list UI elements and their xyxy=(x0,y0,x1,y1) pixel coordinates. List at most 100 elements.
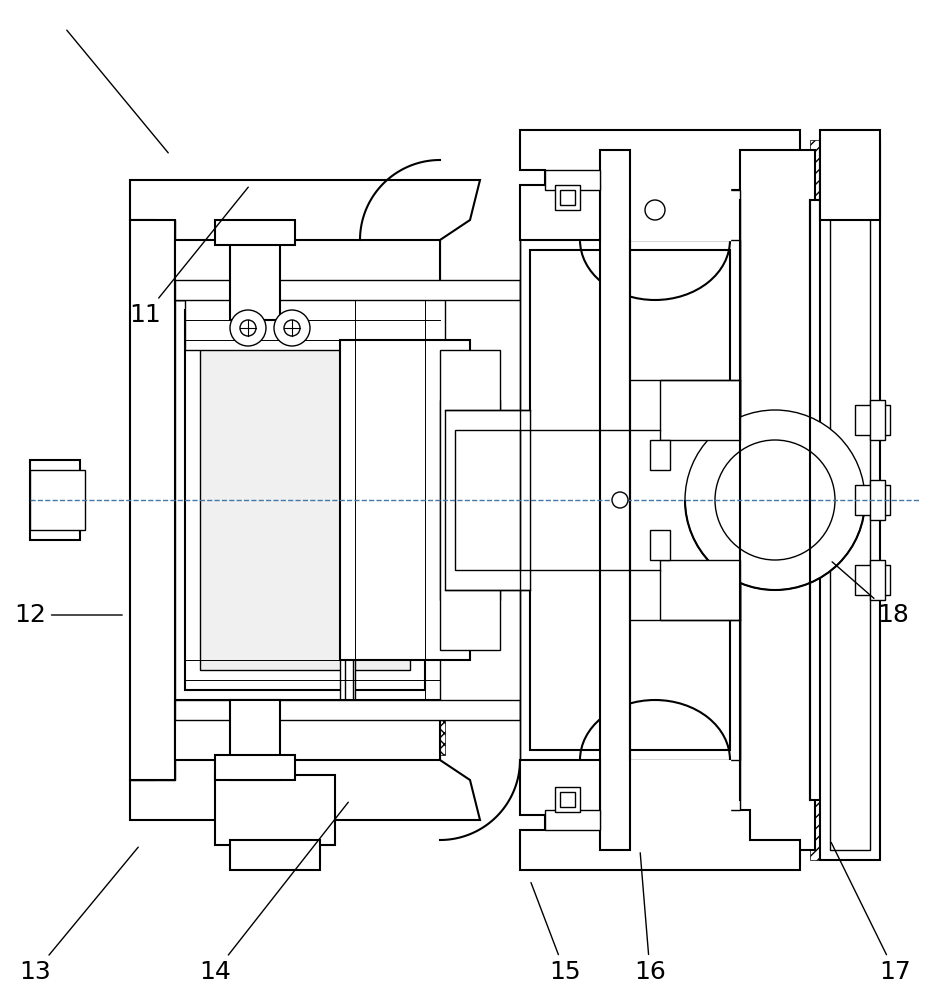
Text: 14: 14 xyxy=(199,802,348,984)
Text: 12: 12 xyxy=(14,603,123,627)
Bar xyxy=(600,150,630,850)
Bar xyxy=(175,700,520,720)
Text: 11: 11 xyxy=(129,187,248,327)
Bar xyxy=(810,790,830,860)
Bar xyxy=(870,560,885,600)
Bar xyxy=(175,280,520,300)
Bar xyxy=(30,460,80,540)
Polygon shape xyxy=(820,130,880,220)
Bar xyxy=(175,240,440,280)
Bar xyxy=(580,200,730,250)
Bar xyxy=(175,700,440,760)
Bar xyxy=(520,760,600,815)
Bar xyxy=(580,750,730,800)
Bar xyxy=(175,720,440,760)
Bar xyxy=(545,170,600,190)
Bar xyxy=(230,845,320,870)
Bar xyxy=(455,430,520,570)
Bar xyxy=(215,775,335,845)
Circle shape xyxy=(715,440,835,560)
Bar xyxy=(185,310,425,690)
Bar xyxy=(740,150,815,850)
Bar xyxy=(30,470,85,530)
Bar xyxy=(855,405,890,435)
Polygon shape xyxy=(520,130,800,240)
Bar xyxy=(545,810,600,830)
Bar xyxy=(340,340,470,660)
Bar xyxy=(660,380,740,420)
Polygon shape xyxy=(130,760,175,780)
Bar xyxy=(560,792,575,807)
Bar xyxy=(650,440,670,470)
Bar xyxy=(215,220,295,245)
Bar xyxy=(740,810,815,850)
Bar xyxy=(520,130,800,170)
Bar xyxy=(215,755,295,780)
Circle shape xyxy=(274,310,310,346)
Bar xyxy=(320,295,445,350)
Bar xyxy=(530,250,730,750)
Circle shape xyxy=(685,410,865,590)
Bar xyxy=(520,185,600,230)
Bar xyxy=(130,180,155,220)
Bar xyxy=(185,700,445,755)
Bar xyxy=(230,840,320,870)
Bar xyxy=(740,160,815,200)
Bar xyxy=(130,220,175,780)
Polygon shape xyxy=(130,220,175,240)
Circle shape xyxy=(612,492,628,508)
Bar xyxy=(660,560,740,620)
Bar xyxy=(855,565,890,595)
Bar xyxy=(650,530,670,560)
Text: 17: 17 xyxy=(831,842,911,984)
Bar xyxy=(810,200,830,800)
Bar xyxy=(520,770,600,815)
Circle shape xyxy=(230,310,266,346)
Text: 18: 18 xyxy=(832,562,909,627)
Bar xyxy=(215,220,295,245)
Bar xyxy=(560,190,575,205)
Bar xyxy=(870,400,885,440)
Bar xyxy=(600,140,630,190)
Bar xyxy=(175,300,440,700)
Bar xyxy=(175,240,440,300)
Polygon shape xyxy=(130,180,480,300)
Text: 13: 13 xyxy=(19,847,138,984)
Bar xyxy=(520,190,740,810)
Bar xyxy=(855,485,890,515)
Bar xyxy=(555,185,580,210)
Bar xyxy=(830,150,870,850)
Bar xyxy=(130,740,175,780)
Bar xyxy=(870,480,885,520)
Bar xyxy=(520,185,600,240)
Bar xyxy=(660,380,740,440)
Bar xyxy=(130,220,175,260)
Bar xyxy=(440,400,500,600)
Bar xyxy=(230,700,280,780)
Bar xyxy=(600,810,630,860)
Bar xyxy=(185,295,265,350)
Bar xyxy=(545,170,600,190)
Text: 16: 16 xyxy=(634,853,666,984)
Bar xyxy=(185,295,445,350)
Bar xyxy=(810,140,830,210)
Text: 15: 15 xyxy=(531,883,581,984)
Bar xyxy=(555,787,580,812)
Circle shape xyxy=(284,320,300,336)
Bar xyxy=(545,810,600,830)
Polygon shape xyxy=(130,700,480,820)
Bar xyxy=(600,240,740,760)
Bar xyxy=(520,830,800,870)
Polygon shape xyxy=(520,760,800,870)
Bar xyxy=(660,580,740,620)
Bar xyxy=(345,295,353,705)
Circle shape xyxy=(645,200,665,220)
Bar xyxy=(340,300,355,700)
Circle shape xyxy=(240,320,256,336)
Bar xyxy=(820,140,880,860)
Bar xyxy=(200,330,410,670)
Bar xyxy=(230,240,280,320)
Bar xyxy=(230,240,280,300)
Bar xyxy=(215,755,295,780)
Bar xyxy=(445,410,530,590)
